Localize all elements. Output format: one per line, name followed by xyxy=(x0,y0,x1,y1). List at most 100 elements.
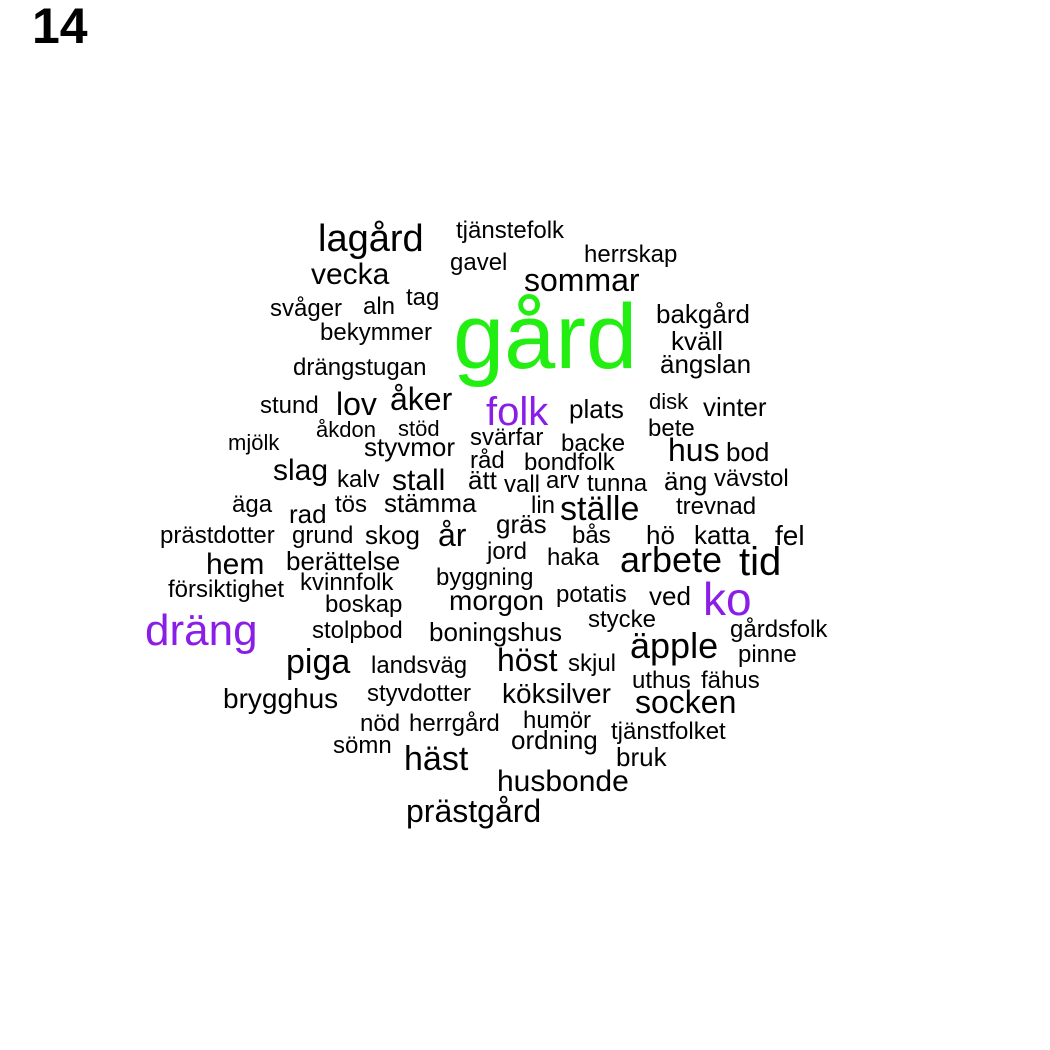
word-kvall: kväll xyxy=(671,326,723,356)
word-host: höst xyxy=(497,642,558,678)
word-berattelse: berättelse xyxy=(286,546,400,576)
word-vecka: vecka xyxy=(311,258,390,291)
word-hast: häst xyxy=(404,740,469,778)
word-stycke: stycke xyxy=(588,606,656,633)
word-tag: tag xyxy=(406,284,439,311)
word-kalv: kalv xyxy=(337,466,380,493)
word-pinne: pinne xyxy=(738,641,797,668)
word-prastgard: prästgård xyxy=(406,793,541,829)
word-somn: sömn xyxy=(333,732,392,759)
word-herrskap: herrskap xyxy=(584,241,677,268)
word-jord: jord xyxy=(486,538,527,565)
word-bondfolk: bondfolk xyxy=(524,449,616,476)
word-boningshus: boningshus xyxy=(429,617,562,647)
word-rad: rad xyxy=(289,499,327,529)
word-potatis: potatis xyxy=(556,581,627,608)
word-aga: äga xyxy=(232,491,273,518)
word-vinter: vinter xyxy=(703,392,767,422)
word-mjolk: mjölk xyxy=(228,430,280,455)
word-piga: piga xyxy=(286,643,350,681)
word-brygghus: brygghus xyxy=(223,683,338,714)
word-ved: ved xyxy=(649,581,691,611)
word-tid: tid xyxy=(739,540,781,584)
panel-label: 14 xyxy=(32,0,88,54)
word-vavstol: vävstol xyxy=(714,465,789,492)
word-hem: hem xyxy=(206,548,264,581)
word-nod: nöd xyxy=(360,710,400,737)
word-drang: dräng xyxy=(145,606,258,655)
word-slag: slag xyxy=(273,454,328,487)
word-bas: bås xyxy=(572,522,611,549)
word-lagard: lagård xyxy=(318,218,424,260)
word-socken: socken xyxy=(635,684,736,720)
word-prastdotter: prästdotter xyxy=(160,522,275,549)
word-trevnad: trevnad xyxy=(676,493,756,520)
word-bruk: bruk xyxy=(616,742,668,772)
word-svarfar: svärfar xyxy=(470,424,543,451)
word-stall: stall xyxy=(392,464,445,497)
word-sommar: sommar xyxy=(524,262,640,298)
word-svager: svåger xyxy=(270,295,342,322)
word-fel: fel xyxy=(775,520,805,551)
word-arv: arv xyxy=(546,467,579,494)
word-fahus: fähus xyxy=(701,667,760,694)
word-morgon: morgon xyxy=(449,585,544,616)
word-apple: äpple xyxy=(630,625,718,666)
word-bete: bete xyxy=(648,415,695,442)
word-ordning: ordning xyxy=(511,725,598,755)
word-boskap: boskap xyxy=(325,591,402,618)
word-bekymmer: bekymmer xyxy=(320,319,432,346)
word-hus: hus xyxy=(668,432,720,468)
word-stalle: ställe xyxy=(560,490,639,528)
word-kvinnfolk: kvinnfolk xyxy=(300,569,394,596)
word-bod: bod xyxy=(726,437,769,467)
word-aln: aln xyxy=(363,293,395,320)
word-gard: gård xyxy=(453,286,637,388)
word-tjanstefolk: tjänstefolk xyxy=(456,217,565,244)
word-gardsfolk: gårdsfolk xyxy=(730,616,828,643)
word-skjul: skjul xyxy=(568,650,616,677)
word-uthus: uthus xyxy=(632,667,691,694)
word-katta: katta xyxy=(694,520,751,550)
word-tjanstfolket: tjänstfolket xyxy=(611,718,726,745)
word-styvmor: styvmor xyxy=(364,432,455,462)
word-skog: skog xyxy=(365,520,420,550)
word-plats: plats xyxy=(569,394,624,424)
word-herrgard: herrgård xyxy=(409,710,500,737)
word-stolpbod: stolpbod xyxy=(312,617,403,644)
word-koksilver: köksilver xyxy=(502,678,611,709)
word-husbonde: husbonde xyxy=(497,765,629,798)
word-lov: lov xyxy=(336,386,377,422)
word-angslan: ängslan xyxy=(660,349,751,379)
word-stund: stund xyxy=(260,392,319,419)
word-ho: hö xyxy=(646,520,675,550)
word-gras: gräs xyxy=(496,509,547,539)
word-aker: åker xyxy=(390,381,453,417)
word-bakgard: bakgård xyxy=(656,299,750,329)
word-humor: humör xyxy=(523,707,591,734)
word-gavel: gavel xyxy=(450,249,507,276)
word-disk: disk xyxy=(649,389,689,414)
word-haka: haka xyxy=(547,544,600,571)
word-forsiktighet: försiktighet xyxy=(168,576,284,603)
word-folk: folk xyxy=(486,390,549,434)
word-lin: lin xyxy=(531,492,555,519)
word-vall: vall xyxy=(504,471,540,498)
word-ar: år xyxy=(438,517,467,553)
word-ko: ko xyxy=(703,573,752,625)
word-arbete: arbete xyxy=(620,539,722,580)
word-byggning: byggning xyxy=(436,564,533,591)
word-backe: backe xyxy=(561,430,625,457)
word-rad: råd xyxy=(470,447,505,474)
word-drangstugan: drängstugan xyxy=(293,354,426,381)
word-akdon: åkdon xyxy=(316,417,376,442)
word-tos: tös xyxy=(335,491,367,518)
word-att: ätt xyxy=(468,465,498,495)
word-stamma: stämma xyxy=(384,488,477,518)
word-stod: stöd xyxy=(398,416,440,441)
word-grund: grund xyxy=(292,522,353,549)
word-tunna: tunna xyxy=(587,470,648,497)
word-landsvag: landsväg xyxy=(371,652,467,679)
word-ang: äng xyxy=(664,466,707,496)
